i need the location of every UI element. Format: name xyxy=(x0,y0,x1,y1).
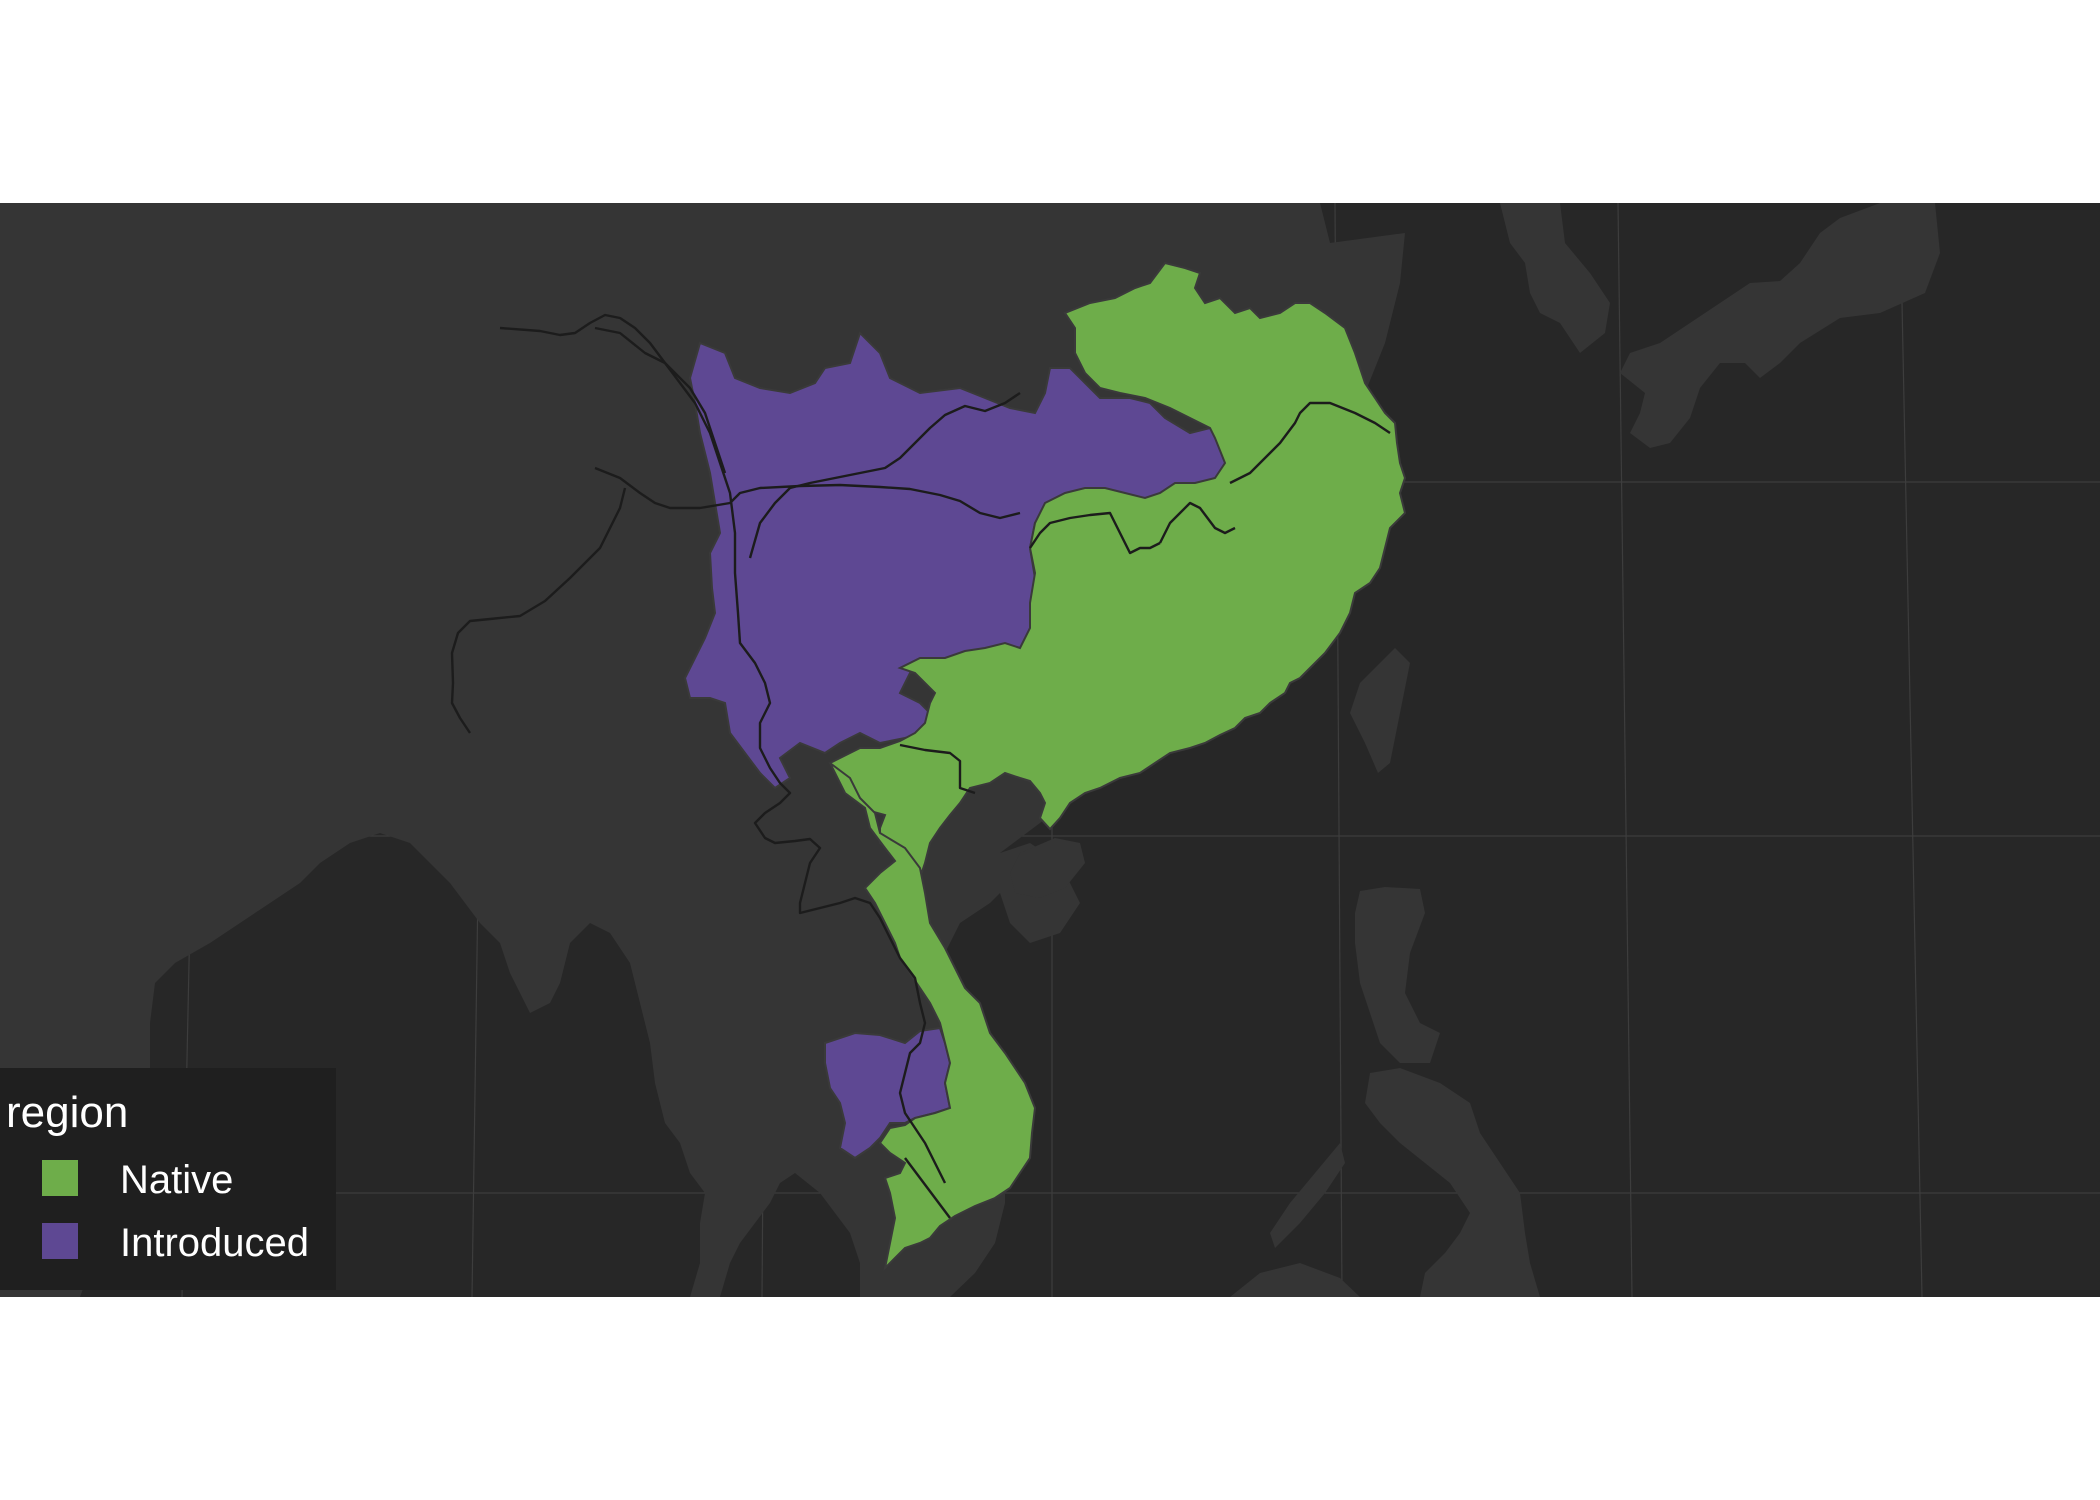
country-borders xyxy=(450,313,1391,1219)
korea xyxy=(1500,203,1610,353)
japan xyxy=(1620,203,1940,448)
legend-label-native: Native xyxy=(120,1158,234,1202)
hainan xyxy=(1010,838,1085,898)
region-native xyxy=(829,762,1037,1272)
legend-key-native xyxy=(42,1160,78,1196)
luzon xyxy=(1355,887,1440,1063)
philippines-south xyxy=(1365,1068,1540,1297)
region-native xyxy=(828,261,1407,880)
borneo xyxy=(1230,1263,1360,1297)
legend-title: region xyxy=(6,1088,129,1137)
legend: region Native Introduced xyxy=(0,1068,336,1290)
species-regions xyxy=(683,261,1407,1272)
taiwan xyxy=(1350,648,1410,773)
map-panel xyxy=(0,203,2100,1297)
legend-label-introduced: Introduced xyxy=(120,1221,310,1265)
legend-key-introduced xyxy=(42,1223,78,1259)
palawan xyxy=(1270,1143,1345,1248)
map-canvas xyxy=(0,203,2100,1297)
